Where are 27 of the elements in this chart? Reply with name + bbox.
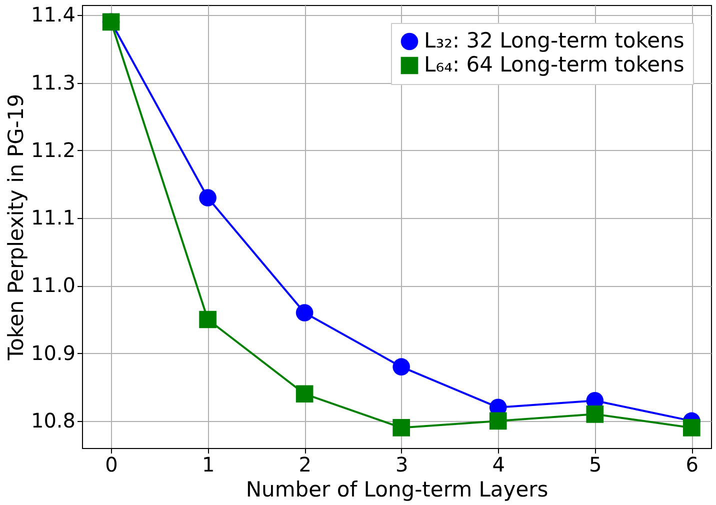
y-tick-label: 11.4 (30, 2, 76, 27)
x-tick-label: 4 (492, 452, 505, 476)
x-tick-label: 1 (202, 452, 215, 476)
point (489, 412, 507, 430)
x-tick-label: 3 (395, 452, 408, 476)
point (199, 310, 216, 328)
y-tick-label: 10.9 (30, 340, 76, 365)
x-tick-label: 0 (105, 452, 118, 476)
x-tick-label: 5 (589, 452, 602, 476)
x-tick-label: 2 (298, 452, 312, 476)
x-axis-title: Number of Long-term Layers (246, 478, 548, 502)
y-tick-label: 11.3 (30, 70, 76, 94)
y-tick-label: 10.8 (30, 408, 76, 432)
point (199, 189, 216, 206)
point (296, 304, 314, 322)
legend-label: L₆₄: 64 Long-term tokens (424, 52, 684, 76)
point (392, 419, 410, 436)
point (392, 358, 410, 376)
x-tick-label: 6 (686, 452, 699, 476)
point (682, 419, 700, 436)
y-tick-label: 11.0 (30, 273, 76, 298)
y-tick-label: 11.2 (30, 138, 76, 162)
point (586, 406, 604, 423)
point (296, 385, 314, 403)
y-axis-title: Token Perplexity in PG-19 (4, 94, 28, 362)
legend-label: L₃₂: 32 Long-term tokens (424, 28, 684, 52)
y-tick-label: 11.1 (30, 206, 76, 230)
